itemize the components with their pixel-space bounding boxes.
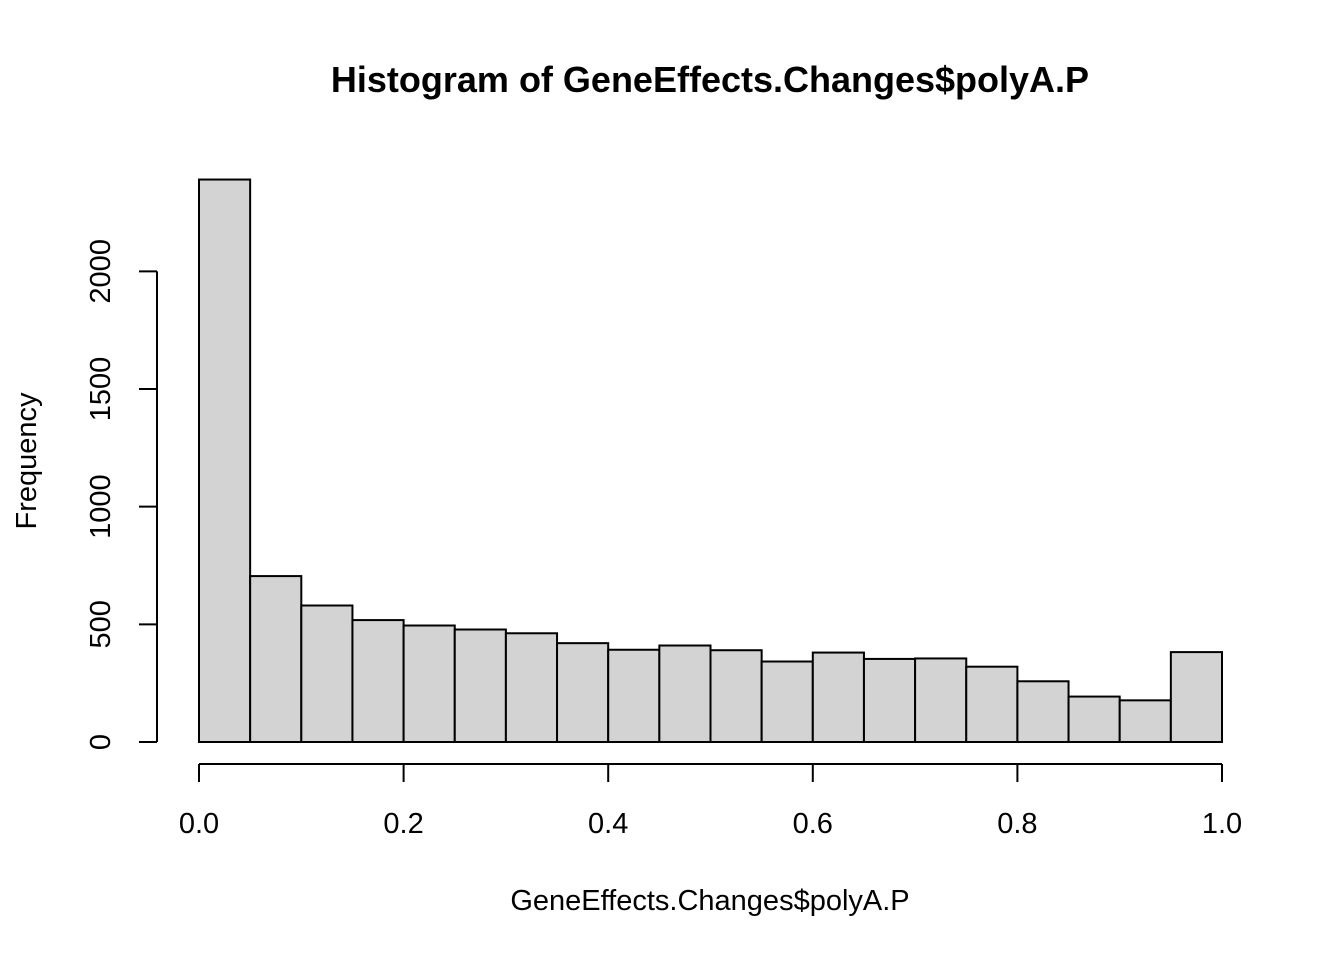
- y-tick-label: 500: [85, 600, 117, 648]
- y-tick-label: 2000: [85, 239, 117, 304]
- histogram-bar: [198, 178, 252, 744]
- y-tick-label: 0: [85, 734, 117, 750]
- x-axis: 0.0 0.2 0.4 0.6 0.8 1.0: [179, 763, 1242, 840]
- y-axis: 0 500 1000 1500 2000: [85, 239, 158, 750]
- histogram-bar: [1169, 651, 1223, 743]
- histogram-bar: [504, 632, 559, 744]
- y-tick-label: 1500: [85, 357, 117, 422]
- y-tick-label: 1000: [85, 474, 117, 539]
- histogram-bar: [249, 575, 303, 744]
- histogram-bar: [862, 657, 917, 743]
- x-tick-label: 0.4: [588, 808, 628, 840]
- histogram-bar: [402, 624, 456, 744]
- histogram-bar: [351, 619, 405, 744]
- x-tick-label: 0.0: [179, 808, 219, 840]
- histogram-bar: [1118, 699, 1172, 744]
- histogram-bar: [760, 660, 814, 744]
- histogram-bar: [1016, 680, 1070, 744]
- histogram-bar: [914, 657, 968, 744]
- x-axis-label: GeneEffects.Changes$polyA.P: [510, 885, 909, 917]
- x-tick-label: 0.2: [383, 808, 423, 840]
- x-tick-label: 0.6: [793, 808, 833, 840]
- histogram-bars: [198, 178, 1223, 744]
- histogram-bar: [556, 642, 610, 743]
- histogram-bar: [658, 644, 712, 744]
- histogram-bar: [453, 628, 507, 744]
- y-axis-label: Frequency: [11, 392, 43, 530]
- histogram-bar: [1067, 695, 1121, 744]
- chart-title: Histogram of GeneEffects.Changes$polyA.P: [331, 59, 1089, 100]
- histogram-bar: [811, 651, 865, 744]
- histogram-bar: [607, 648, 661, 743]
- histogram-bar: [709, 649, 763, 743]
- x-tick-label: 0.8: [997, 808, 1037, 840]
- histogram-bar: [965, 665, 1019, 743]
- x-tick-label: 1.0: [1202, 808, 1242, 840]
- histogram-bar: [300, 604, 354, 743]
